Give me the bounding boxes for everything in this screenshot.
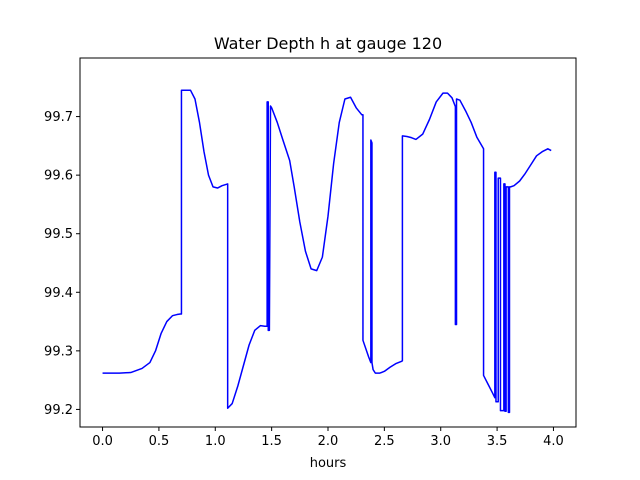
x-tick-label: 2.5 — [374, 434, 395, 449]
x-tick-label: 2.0 — [318, 434, 339, 449]
x-tick-label: 3.0 — [430, 434, 451, 449]
y-tick-label: 99.2 — [44, 403, 73, 418]
y-axis: 99.2 99.3 99.4 99.5 99.6 99.7 — [44, 110, 80, 418]
chart-title: Water Depth h at gauge 120 — [214, 34, 442, 53]
x-tick-label: 1.5 — [261, 434, 282, 449]
x-tick-label: 1.0 — [205, 434, 226, 449]
x-axis-label: hours — [310, 456, 347, 471]
x-axis: 0.0 0.5 1.0 1.5 2.0 2.5 3.0 3.5 4.0 — [92, 427, 564, 449]
plot-area — [102, 89, 552, 414]
y-tick-label: 99.4 — [44, 286, 73, 301]
x-tick-label: 0.5 — [149, 434, 170, 449]
series-line-0 — [102, 89, 552, 414]
y-tick-label: 99.7 — [44, 110, 73, 125]
x-tick-label: 4.0 — [543, 434, 564, 449]
y-tick-label: 99.6 — [44, 169, 73, 184]
x-tick-label: 0.0 — [92, 434, 113, 449]
plot-frame — [79, 57, 577, 428]
x-tick-label: 3.5 — [487, 434, 508, 449]
y-tick-label: 99.3 — [44, 344, 73, 359]
y-tick-label: 99.5 — [44, 227, 73, 242]
